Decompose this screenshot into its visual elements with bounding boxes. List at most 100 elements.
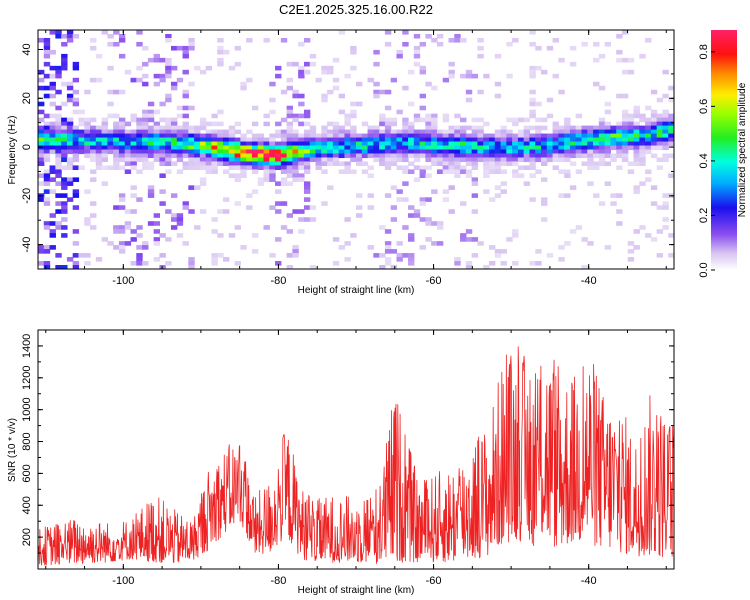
- spectrogram-cell: [211, 129, 218, 135]
- y-tick-label: 1400: [21, 334, 33, 358]
- spectrogram-cell: [552, 129, 559, 135]
- spectrogram-cell: [315, 137, 322, 143]
- spectrogram-cell: [402, 149, 409, 155]
- spectrogram-cell: [668, 141, 674, 147]
- spectrogram-cell: [419, 133, 426, 139]
- spectrogram-cell: [535, 149, 542, 155]
- spectrogram-cell: [101, 30, 108, 35]
- x-tick-label: -40: [581, 575, 597, 587]
- spectrogram-cell: [90, 137, 97, 143]
- spectrogram-cell: [251, 153, 259, 159]
- spectrogram-cell: [43, 225, 51, 230]
- spectrogram-cell: [546, 157, 554, 163]
- spectrogram-cell: [616, 133, 623, 139]
- spectrogram-cell: [228, 65, 236, 71]
- spectrogram-cell: [55, 193, 62, 198]
- spectrogram-cell: [344, 217, 351, 222]
- spectrogram-cell: [165, 161, 172, 167]
- spectrogram-cell: [107, 113, 114, 119]
- spectrogram-cell: [662, 69, 669, 75]
- spectrogram-cell: [662, 153, 669, 159]
- spectrogram-cell: [558, 137, 565, 143]
- spectrogram-cell: [298, 157, 305, 163]
- spectrogram-cell: [465, 125, 473, 131]
- spectrogram-cell: [668, 97, 674, 103]
- spectrogram-cell: [153, 53, 161, 59]
- spectrogram-cell: [431, 141, 438, 147]
- spectrogram-cell: [286, 181, 293, 186]
- y-tick-label: 600: [21, 464, 33, 482]
- spectrogram-cell: [639, 53, 646, 59]
- spectrogram-cell: [662, 137, 669, 143]
- spectrogram-cell: [454, 129, 461, 135]
- spectrogram-cell: [500, 153, 507, 159]
- spectrogram-cell: [159, 101, 166, 107]
- spectrogram-cell: [269, 137, 276, 143]
- spectrogram-cell: [315, 77, 322, 83]
- spectrogram-cell: [199, 161, 207, 167]
- spectrogram-cell: [332, 149, 340, 155]
- spectrogram-cell: [118, 129, 126, 135]
- spectrogram-cell: [344, 121, 351, 127]
- spectrogram-cell: [118, 121, 126, 127]
- spectrogram-cell: [396, 53, 403, 59]
- spectrogram-cell: [269, 157, 276, 163]
- spectrogram-cell: [413, 117, 421, 123]
- spectrogram-cell: [442, 197, 450, 202]
- spectrogram-cell: [361, 141, 369, 147]
- spectrogram-cell: [627, 249, 635, 254]
- spectrogram-cell: [656, 97, 664, 103]
- spectrogram-cell: [564, 193, 571, 198]
- spectrogram-cell: [616, 141, 623, 147]
- spectrogram-cell: [344, 145, 351, 151]
- spectrogram-cell: [257, 153, 265, 159]
- spectrogram-cell: [627, 129, 635, 135]
- spectrogram-cell: [49, 81, 56, 87]
- spectrogram-cell: [448, 157, 455, 163]
- spectrogram-cell: [147, 149, 155, 155]
- spectrogram-cell: [344, 241, 351, 246]
- spectrogram-cell: [223, 153, 230, 159]
- spectrogram-cell: [598, 137, 606, 143]
- spectrogram-cell: [72, 157, 80, 163]
- spectrogram-cell: [72, 97, 80, 103]
- spectrogram-cell: [90, 145, 97, 151]
- spectrogram-cells: [38, 30, 674, 269]
- spectrogram-cell: [645, 117, 652, 123]
- spectrogram-cell: [251, 105, 259, 111]
- spectrogram-cell: [90, 149, 97, 155]
- spectrogram-cell: [142, 73, 149, 79]
- spectrogram-cell: [298, 161, 305, 167]
- spectrogram-cell: [327, 133, 334, 139]
- spectrogram-cell: [402, 137, 409, 143]
- spectrogram-cell: [228, 125, 236, 131]
- spectrogram-cell: [251, 233, 259, 238]
- spectrogram-cell: [49, 125, 56, 131]
- spectrogram-cell: [280, 153, 288, 159]
- spectrogram-cell: [292, 161, 299, 167]
- spectrogram-cell: [61, 65, 68, 71]
- spectrogram-cell: [656, 133, 664, 139]
- spectrogram-cell: [228, 145, 236, 151]
- spectrogram-cell: [286, 253, 293, 258]
- spectrogram-cell: [78, 145, 85, 151]
- spectrogram-cell: [49, 129, 56, 135]
- spectrogram-cell: [529, 165, 536, 171]
- spectrogram-cell: [639, 161, 646, 167]
- spectrogram-cell: [633, 157, 640, 163]
- spectrogram-cell: [280, 133, 288, 139]
- spectrogram-cell: [136, 169, 143, 174]
- spectrogram-cell: [610, 193, 617, 198]
- spectrogram-cell: [442, 129, 450, 135]
- spectrogram-cell: [384, 121, 392, 127]
- spectrogram-cell: [639, 129, 646, 135]
- spectrogram-cell: [419, 93, 426, 99]
- spectrogram-cell: [49, 113, 56, 119]
- spectrogram-cell: [390, 185, 398, 190]
- spectrogram-cell: [425, 117, 432, 123]
- spectrogram-cell: [558, 89, 565, 95]
- spectrogram-cell: [413, 129, 421, 135]
- spectrogram-cell: [153, 129, 161, 135]
- spectrogram-cell: [153, 125, 161, 131]
- spectrogram-cell: [199, 153, 207, 159]
